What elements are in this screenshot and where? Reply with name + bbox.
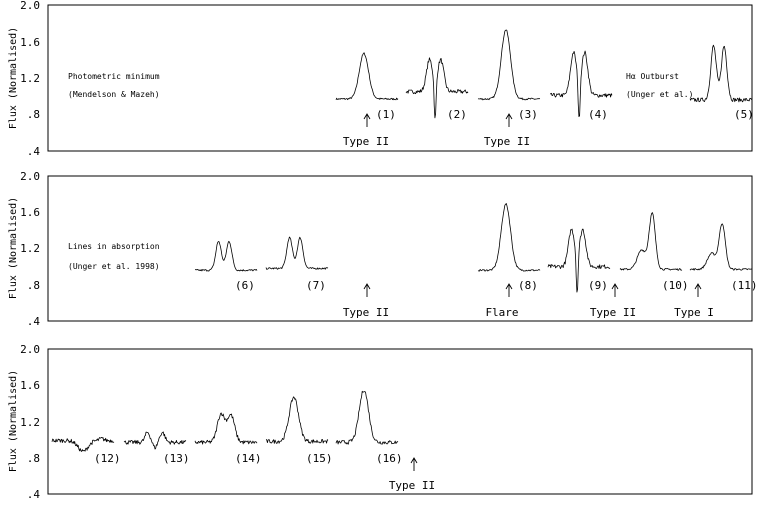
spectrum-line-1	[335, 52, 399, 101]
spectrum-line-14	[194, 412, 258, 445]
spectrum-label-13: (13)	[163, 452, 190, 465]
type-marker-label-4: Flare	[485, 306, 518, 319]
type-marker-label-7: Type II	[389, 479, 435, 492]
panel-3-ylabel: Flux (Normalised)	[8, 370, 19, 472]
type-marker-arrow-6	[694, 283, 702, 297]
note-unger-et-al: (Unger et al.)	[626, 90, 693, 99]
panel-3: Flux (Normalised) 2.0 1.6 1.2 .8 .4 (12)…	[8, 343, 753, 501]
spectrum-label-16: (16)	[376, 452, 403, 465]
panel-2-ylabel: Flux (Normalised)	[8, 197, 19, 299]
spectrum-line-13	[123, 431, 187, 450]
panel-2-ytick-1.6: 1.6	[20, 206, 40, 219]
spectrum-line-3	[477, 29, 541, 101]
panel-3-ytick-2.0: 2.0	[20, 343, 40, 356]
spectrum-label-8: (8)	[518, 279, 538, 292]
spectrum-label-14: (14)	[235, 452, 262, 465]
note-lines-in-absorption: Lines in absorption	[68, 242, 160, 251]
note-photometric-minimum: Photometric minimum	[68, 72, 160, 81]
spectrum-line-5	[689, 44, 753, 103]
panel-1-ytick-0.4: .4	[27, 145, 41, 158]
type-marker-label-3: Type II	[343, 306, 389, 319]
type-marker-arrow-1	[363, 113, 371, 127]
panel-2-ytick-2.0: 2.0	[20, 170, 40, 183]
spectrum-label-15: (15)	[306, 452, 333, 465]
panel-1-ytick-0.8: .8	[27, 108, 40, 121]
type-marker-arrow-3	[363, 283, 371, 297]
spectrum-line-8	[477, 203, 541, 272]
spectrum-label-2: (2)	[447, 108, 467, 121]
panel-3-ytick-0.4: .4	[27, 488, 41, 500]
spectrum-line-12	[51, 437, 115, 452]
type-marker-label-5: Type II	[590, 306, 636, 319]
panel-1: Flux (Normalised) 2.0 1.6 1.2 .8 .4 Phot…	[8, 0, 754, 158]
spectrum-line-15	[265, 396, 329, 444]
spectrum-label-9: (9)	[588, 279, 608, 292]
panel-3-frame	[47, 348, 753, 495]
type-marker-label-6: Type I	[674, 306, 714, 319]
panel-1-frame	[47, 4, 753, 152]
spectrum-line-9	[547, 228, 611, 293]
type-marker-arrow-7	[410, 457, 418, 471]
panel-3-ytick-0.8: .8	[27, 452, 40, 465]
spectrum-line-2	[405, 57, 469, 119]
spectrum-label-12: (12)	[94, 452, 121, 465]
spectrum-line-4	[549, 50, 613, 117]
spectrum-label-3: (3)	[518, 108, 538, 121]
spectrum-label-5: (5)	[734, 108, 754, 121]
panel-1-ytick-1.6: 1.6	[20, 36, 40, 49]
note-halpha-outburst: Hα Outburst	[626, 72, 679, 81]
note-unger-1998: (Unger et al. 1998)	[68, 262, 160, 271]
spectrum-label-1: (1)	[376, 108, 396, 121]
panel-2-ytick-0.4: .4	[27, 315, 41, 328]
panel-1-ylabel: Flux (Normalised)	[8, 27, 19, 129]
type-marker-arrow-4	[505, 283, 513, 297]
spectrum-line-16	[335, 390, 399, 445]
type-marker-label-2: Type II	[484, 135, 530, 148]
panel-2: Flux (Normalised) 2.0 1.6 1.2 .8 .4 Line…	[8, 170, 758, 328]
spectrum-line-10	[619, 212, 683, 271]
spectrum-line-6	[194, 240, 258, 272]
spectrum-label-6: (6)	[235, 279, 255, 292]
type-marker-label-1: Type II	[343, 135, 389, 148]
spectrum-label-10: (10)	[662, 279, 689, 292]
panel-1-ytick-2.0: 2.0	[20, 0, 40, 12]
panel-2-ytick-0.8: .8	[27, 279, 40, 292]
note-mendelson-mazeh: (Mendelson & Mazeh)	[68, 90, 160, 99]
panel-2-ytick-1.2: 1.2	[20, 242, 40, 255]
type-marker-arrow-2	[505, 113, 513, 127]
spectrum-line-7	[265, 236, 329, 270]
spectrum-label-11: (11)	[731, 279, 758, 292]
panel-2-frame	[47, 175, 753, 322]
spectrum-line-11	[689, 223, 753, 271]
panel-3-ytick-1.2: 1.2	[20, 416, 40, 429]
panel-3-ytick-1.6: 1.6	[20, 379, 40, 392]
type-marker-arrow-5	[611, 283, 619, 297]
spectrum-label-7: (7)	[306, 279, 326, 292]
spectrum-label-4: (4)	[588, 108, 608, 121]
panel-1-ytick-1.2: 1.2	[20, 72, 40, 85]
